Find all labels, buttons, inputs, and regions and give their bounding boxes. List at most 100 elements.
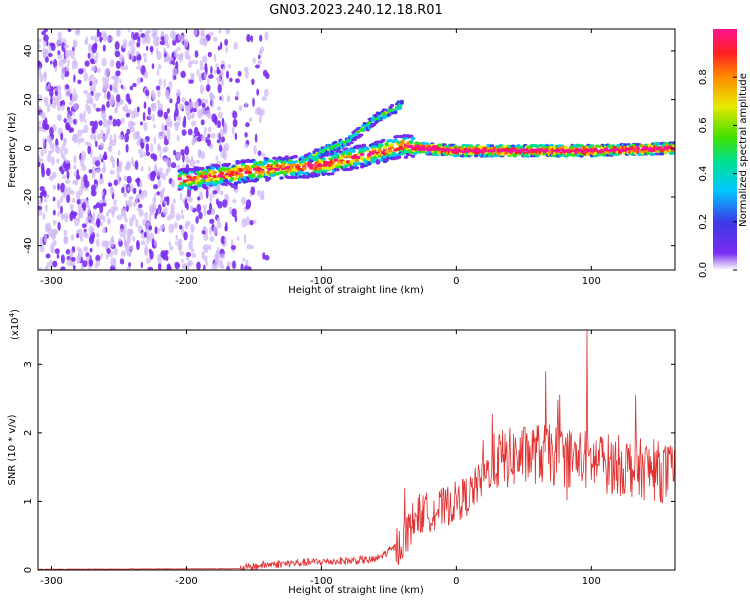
- noise-speck: [172, 31, 177, 41]
- ridge-cell: [345, 149, 351, 153]
- branch-cell: [386, 113, 391, 117]
- spectrogram-ytick-label: 40: [23, 45, 34, 58]
- noise-speck: [43, 233, 48, 243]
- ridge-cell: [409, 140, 414, 144]
- spectrogram-xtick-label: -200: [175, 276, 198, 287]
- noise-speck: [38, 120, 42, 126]
- noise-speck: [106, 217, 111, 225]
- noise-speck: [119, 228, 125, 238]
- noise-speck: [138, 203, 143, 209]
- noise-speck: [101, 30, 107, 40]
- noise-speck: [115, 70, 121, 77]
- noise-speck: [168, 240, 172, 247]
- noise-speck: [88, 267, 92, 270]
- noise-speck: [125, 160, 131, 169]
- noise-speck: [38, 161, 41, 167]
- noise-speck: [173, 74, 177, 80]
- noise-speck: [217, 45, 221, 51]
- ridge-cell: [421, 150, 426, 154]
- noise-speck: [64, 179, 71, 184]
- noise-speck: [83, 72, 89, 82]
- noise-speck: [52, 219, 57, 226]
- noise-speck: [39, 186, 45, 192]
- noise-speck: [184, 223, 190, 229]
- noise-speck: [120, 117, 125, 124]
- ridge-cell: [275, 167, 281, 171]
- noise-speck: [195, 216, 199, 224]
- noise-speck: [58, 59, 64, 68]
- noise-speck: [92, 103, 97, 109]
- noise-speck: [169, 98, 173, 104]
- noise-speck: [52, 209, 56, 216]
- ridge-cell: [468, 151, 474, 155]
- noise-speck: [44, 198, 48, 203]
- noise-speck: [146, 34, 151, 44]
- noise-speck: [83, 90, 89, 95]
- noise-speck: [232, 199, 237, 204]
- noise-speck: [88, 43, 92, 53]
- noise-speck: [96, 232, 100, 238]
- noise-speck: [218, 29, 222, 34]
- noise-speck: [126, 175, 132, 184]
- noise-speck: [114, 50, 121, 58]
- noise-speck: [56, 199, 61, 209]
- noise-speck: [225, 29, 231, 35]
- ridge-cell: [235, 161, 240, 165]
- noise-speck: [214, 252, 220, 263]
- noise-speck: [78, 254, 81, 263]
- noise-speck: [203, 208, 207, 217]
- ridge-cell: [233, 177, 238, 181]
- noise-speck: [157, 131, 164, 140]
- ridge-cell: [303, 162, 309, 166]
- spectrogram-plot: [38, 29, 675, 270]
- noise-speck: [38, 43, 41, 49]
- noise-speck: [43, 72, 47, 83]
- noise-speck: [124, 217, 128, 223]
- noise-speck: [74, 29, 81, 36]
- noise-speck: [205, 189, 209, 199]
- noise-speck: [149, 171, 156, 182]
- ridge-cell: [400, 141, 405, 145]
- noise-speck: [221, 94, 224, 102]
- ridge-cell: [393, 138, 398, 142]
- ridge-cell: [288, 161, 293, 165]
- noise-speck: [257, 150, 262, 156]
- branch-cell: [333, 143, 338, 147]
- noise-speck: [91, 166, 97, 175]
- noise-speck: [153, 240, 157, 247]
- noise-speck: [176, 135, 180, 142]
- ridge-cell: [391, 151, 396, 156]
- noise-speck: [108, 140, 113, 150]
- noise-speck: [216, 221, 222, 229]
- noise-speck: [39, 191, 44, 198]
- noise-speck: [200, 119, 205, 126]
- branch-cell: [375, 119, 380, 123]
- noise-speck: [226, 265, 230, 270]
- noise-speck: [105, 252, 109, 260]
- ridge-cell: [410, 154, 416, 158]
- ridge-cell: [377, 146, 382, 150]
- noise-speck: [159, 172, 164, 179]
- noise-speck: [245, 204, 250, 210]
- noise-speck: [156, 68, 160, 76]
- ridge-cell: [182, 179, 188, 183]
- noise-speck: [240, 263, 244, 270]
- noise-speck: [180, 209, 184, 215]
- noise-speck: [221, 136, 225, 143]
- noise-speck: [249, 220, 254, 226]
- noise-speck: [96, 238, 100, 248]
- noise-speck: [244, 101, 248, 109]
- noise-speck: [207, 112, 212, 120]
- ridge-cell: [224, 175, 230, 179]
- noise-speck: [157, 262, 162, 270]
- noise-speck: [100, 173, 103, 180]
- ridge-cell: [221, 182, 226, 186]
- noise-speck: [132, 187, 137, 195]
- ridge-cell: [556, 149, 561, 153]
- noise-speck: [84, 60, 90, 67]
- noise-speck: [125, 199, 128, 207]
- noise-speck: [57, 31, 62, 39]
- noise-speck: [222, 66, 226, 71]
- noise-speck: [116, 214, 123, 221]
- noise-speck: [217, 84, 222, 94]
